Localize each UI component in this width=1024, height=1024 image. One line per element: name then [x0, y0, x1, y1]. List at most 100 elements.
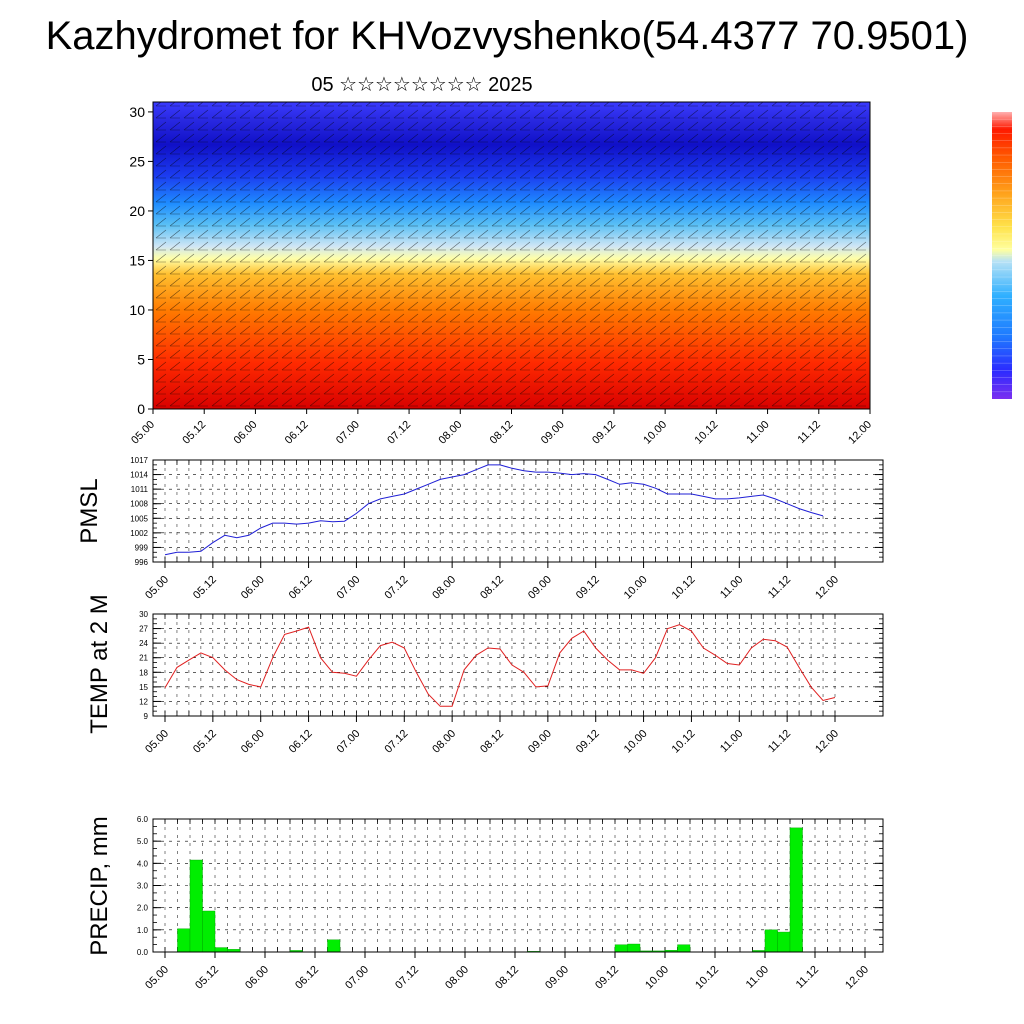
xs-xtick-label: 08.00 [436, 419, 464, 447]
temp-ytick-label: 24 [139, 639, 148, 648]
precip-bar [214, 947, 228, 953]
precip-xtick-label: 07.00 [343, 964, 371, 992]
temp-xtick-label: 05.00 [143, 728, 171, 756]
precip-bar [327, 939, 341, 953]
pmsl-xtick-label: 07.12 [382, 574, 410, 602]
pmsl-xtick-label: 08.12 [478, 574, 506, 602]
precip-bar [189, 859, 203, 953]
precip-ytick-label: 6.0 [137, 815, 149, 824]
temp-xtick-label: 06.12 [287, 728, 315, 756]
cross-section-panel: 0 5 10 15 20 25 30 05.00 05.12 06.00 06.12 07.00 07.… [129, 101, 874, 447]
precip-bar [177, 928, 191, 953]
pmsl-xtick-label: 07.00 [335, 574, 363, 602]
colorbar [992, 112, 1012, 399]
temp-ytick-label: 21 [139, 654, 148, 663]
xs-xtick-label: 09.00 [539, 419, 567, 447]
pmsl-xtick-label: 11.00 [718, 574, 745, 601]
precip-xtick-label: 11.00 [744, 964, 771, 991]
xs-ytick-label: 20 [129, 203, 145, 219]
xs-xtick-label: 11.00 [744, 419, 771, 446]
pmsl-xtick-label: 05.12 [191, 574, 219, 602]
xs-ytick-label: 0 [137, 401, 145, 417]
temp-ytick-label: 30 [139, 610, 148, 619]
xs-xtick-label: 05.00 [129, 419, 157, 447]
temp-xtick-label: 08.12 [478, 728, 506, 756]
xs-ytick-label: 30 [129, 104, 145, 120]
temp-xtick-label: 09.12 [574, 728, 602, 756]
pmsl-ytick-label: 1005 [130, 514, 148, 523]
pmsl-ytick-label: 1008 [130, 500, 148, 509]
xs-ytick-label: 10 [129, 302, 145, 318]
precip-xtick-label: 12.00 [843, 964, 871, 992]
precip-ytick-label: 2.0 [137, 904, 149, 913]
precip-xtick-label: 08.12 [493, 964, 521, 992]
pmsl-xtick-label: 06.12 [287, 574, 315, 602]
precip-xtick-label: 08.00 [443, 964, 471, 992]
temp-xtick-label: 05.12 [191, 728, 219, 756]
pmsl-ytick-label: 1002 [130, 529, 148, 538]
precip-ytick-label: 4.0 [137, 859, 149, 868]
chart-title: Kazhydromet for KHVozvyshenko(54.4377 70… [45, 14, 969, 58]
temp-ytick-label: 18 [139, 668, 148, 677]
xs-xtick-label: 08.12 [488, 419, 516, 447]
xs-xtick-label: 06.00 [232, 419, 260, 447]
precip-xtick-label: 09.12 [593, 964, 621, 992]
precip-xtick-label: 10.12 [693, 964, 721, 992]
precip-frame [152, 818, 884, 953]
pmsl-xtick-label: 09.12 [574, 574, 602, 602]
pmsl-ytick-label: 1011 [131, 485, 149, 494]
wind-barbs [153, 102, 870, 409]
temp-ytick-label: 27 [139, 625, 148, 634]
precip-ytick-label: 5.0 [137, 837, 149, 846]
pmsl-plot-area [153, 460, 883, 562]
precip-xtick-label: 07.12 [393, 964, 421, 992]
xs-xtick-label: 10.12 [693, 419, 721, 447]
pmsl-ytick-label: 1014 [130, 471, 148, 480]
pmsl-series-line [164, 464, 824, 556]
xs-xtick-label: 09.12 [590, 419, 618, 447]
precip-bar [789, 827, 803, 953]
pmsl-xtick-label: 09.00 [526, 574, 554, 602]
xs-xtick-label: 07.12 [385, 419, 413, 447]
precip-bar [764, 929, 778, 953]
precip-xtick-label: 06.12 [293, 964, 321, 992]
temp-xtick-label: 09.00 [526, 728, 554, 756]
temp-panel: 9 12 15 18 21 24 27 30 05.00 05.12 06.00 06.12 07.00… [139, 610, 884, 756]
pmsl-ytick-label: 996 [135, 558, 149, 567]
temp-ytick-label: 12 [139, 697, 148, 706]
precip-xtick-label: 11.12 [794, 964, 821, 991]
temp-plot-area [153, 614, 883, 716]
precip-xtick-label: 05.00 [143, 964, 171, 992]
xs-ytick-label: 25 [129, 153, 145, 169]
precip-xtick-label: 06.00 [243, 964, 271, 992]
precip-xtick-label: 10.00 [643, 964, 671, 992]
pmsl-xtick-label: 06.00 [239, 574, 267, 602]
temp-series-line [164, 624, 836, 707]
precip-ytick-label: 3.0 [137, 882, 149, 891]
xs-xtick-label: 11.12 [796, 419, 823, 446]
temp-xtick-label: 06.00 [239, 728, 267, 756]
pmsl-xtick-label: 12.00 [813, 574, 841, 602]
precip-xtick-label: 05.12 [193, 964, 221, 992]
pmsl-ytick-label: 1017 [130, 456, 148, 465]
xs-xtick-label: 10.00 [641, 419, 669, 447]
precip-bar [777, 931, 791, 953]
temp-xtick-label: 08.00 [430, 728, 458, 756]
temp-xtick-label: 10.12 [670, 728, 698, 756]
temp-xtick-label: 07.12 [382, 728, 410, 756]
pmsl-frame [152, 459, 884, 563]
temp-xtick-label: 07.00 [335, 728, 363, 756]
temp-frame [152, 613, 884, 717]
pmsl-xtick-label: 05.00 [143, 574, 171, 602]
xs-xtick-label: 05.12 [180, 419, 208, 447]
pmsl-panel: 996 999 1002 1005 1008 1011 1014 1017 05.00 05.12… [130, 456, 884, 602]
precip-bar [627, 943, 641, 953]
xs-xtick-label: 06.12 [283, 419, 311, 447]
temp-xtick-label: 12.00 [813, 728, 841, 756]
temp-xtick-label: 11.00 [718, 728, 745, 755]
xs-xtick-label: 07.00 [334, 419, 362, 447]
pmsl-xtick-label: 10.12 [670, 574, 698, 602]
precip-ytick-label: 1.0 [137, 926, 149, 935]
pmsl-xtick-label: 10.00 [622, 574, 650, 602]
